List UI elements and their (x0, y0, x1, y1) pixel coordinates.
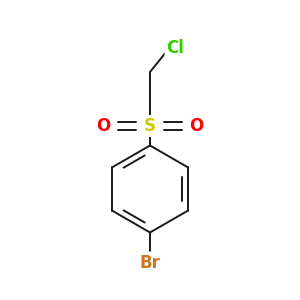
Text: O: O (96, 117, 111, 135)
Text: Br: Br (140, 254, 160, 272)
Text: S: S (144, 117, 156, 135)
Text: O: O (189, 117, 204, 135)
Text: Cl: Cl (167, 39, 184, 57)
